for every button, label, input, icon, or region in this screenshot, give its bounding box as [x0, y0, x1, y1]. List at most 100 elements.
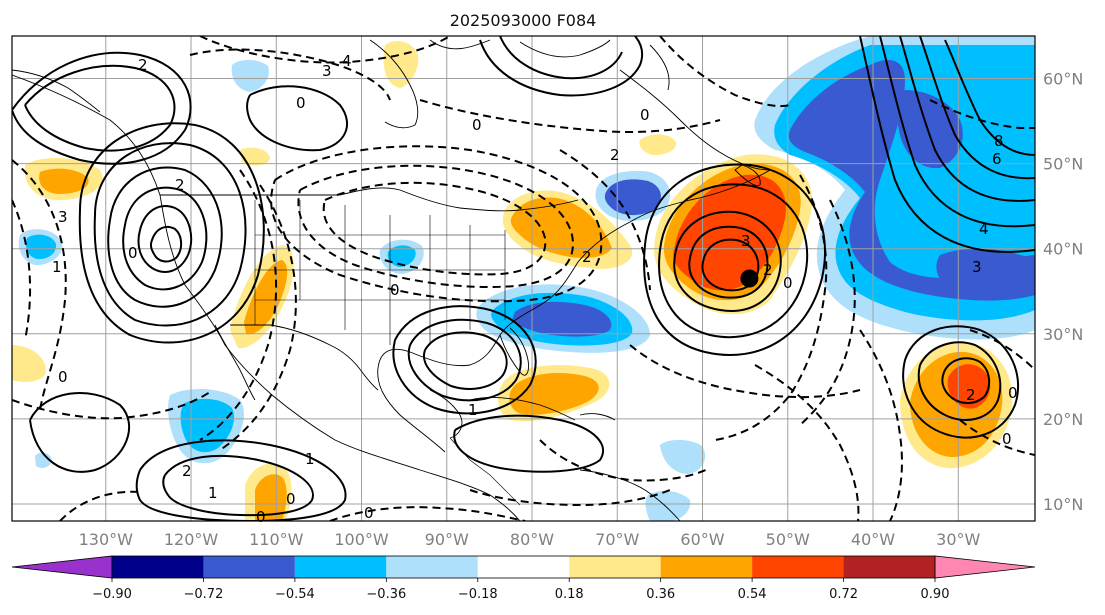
contour-label: 3 — [58, 208, 68, 226]
anomaly-fill-east-pacific-inner — [255, 474, 287, 521]
border-us-canada — [160, 187, 579, 212]
anomaly-fill-pacific-coast-inner — [26, 234, 57, 260]
contour-dashed-atlantic-4 — [754, 364, 860, 521]
contour-canada-4 — [499, 36, 623, 80]
anomaly-fill-great-lakes-inner — [604, 179, 661, 216]
contour-label: 0 — [286, 490, 296, 508]
coastline-newfoundland — [734, 164, 761, 187]
anomaly-fill-labrador-sea — [896, 90, 963, 169]
colorbar-cell — [386, 556, 478, 578]
longitude-tick-label: 60°W — [680, 530, 724, 549]
storm-center-marker — [740, 269, 759, 288]
coastline-baja — [214, 324, 256, 401]
contour-dashed-us-3 — [322, 181, 547, 276]
contour-pacific-ridge-6 — [78, 122, 265, 344]
contour-label: 0 — [58, 368, 68, 386]
contour-pacific-ridge-3 — [137, 205, 193, 273]
anomaly-fill-east-pacific-inner — [180, 398, 235, 453]
contour-dashed-pacific-2 — [59, 490, 141, 521]
contour-canada-3 — [479, 36, 644, 97]
coastline-labrador — [619, 69, 771, 171]
contour-label: 8 — [994, 132, 1004, 150]
contour-jet-3 — [899, 36, 1035, 202]
contour-dashed-caribbean-1 — [539, 439, 711, 482]
colorbar-cell — [569, 556, 661, 578]
contour-label: 4 — [342, 52, 352, 70]
contour-pacific-south-1 — [135, 439, 347, 521]
contour-atlantic-low-4 — [658, 183, 809, 339]
contour-label: 0 — [1002, 430, 1012, 448]
contour-dashed-eastus — [559, 149, 651, 291]
colorbar-cell — [112, 556, 204, 578]
gridlines — [12, 36, 1035, 521]
contour-canada-2 — [24, 64, 176, 152]
latitude-tick-label: 50°N — [1043, 155, 1083, 174]
contour-atlantic-low-1 — [673, 210, 782, 312]
contour-label: 2 — [138, 56, 148, 74]
contour-label: 0 — [390, 281, 400, 299]
contour-label: 0 — [640, 106, 650, 124]
contour-east-atlantic-2 — [941, 357, 991, 404]
contour-label: 0 — [472, 116, 482, 134]
contour-label: 2 — [582, 248, 592, 266]
dashed-contours — [12, 36, 1035, 521]
colorbar-tick-label: 0.36 — [646, 587, 675, 602]
colorbar-cell — [752, 556, 844, 578]
contour-dashed-north-2 — [199, 36, 451, 64]
colorbar-cell — [660, 556, 753, 578]
contour-label: 2 — [966, 386, 976, 404]
contour-jet-4 — [919, 36, 1035, 180]
coastline-alaska — [12, 69, 101, 113]
contour-pacific-ridge-1 — [107, 166, 223, 308]
longitude-tick-label: 80°W — [510, 530, 554, 549]
contour-caribbean — [453, 414, 605, 473]
anomaly-fill-pacific-inner — [39, 168, 89, 194]
latitude-tick-label: 60°N — [1043, 70, 1083, 89]
contour-dashed-north-4 — [659, 36, 791, 108]
latitude-tick-label: 40°N — [1043, 240, 1083, 259]
coastline-florida — [499, 327, 529, 376]
contour-dashed-east-1 — [959, 329, 1035, 456]
contour-dashed-north-3 — [419, 99, 721, 133]
contour-label: 0 — [1008, 384, 1018, 402]
contour-dashed-west-3 — [199, 169, 278, 441]
colorbar-tick-label: −0.72 — [184, 587, 224, 602]
coastline-hudson-bay — [369, 39, 419, 129]
anomaly-fill-labrador-small — [639, 134, 677, 156]
contour-jet-1 — [859, 36, 1035, 253]
colorbar-cell — [477, 556, 570, 578]
contour-label: 4 — [979, 220, 989, 238]
latitude-tick-label: 10°N — [1043, 495, 1083, 514]
longitude-tick-label: 30°W — [936, 530, 980, 549]
colorbar-extend-high — [934, 555, 1036, 579]
coastline-north-america-west — [12, 74, 521, 521]
colorbar-tick-label: −0.54 — [275, 587, 315, 602]
contour-pacific-ridge-4 — [149, 225, 183, 263]
contour-dashed-us-1 — [270, 145, 603, 303]
anomaly-fill-caribbean-small — [660, 439, 706, 474]
contour-label: 0 — [296, 94, 306, 112]
colorbar-tick-label: 0.90 — [921, 587, 950, 602]
contour-dashed-east-2 — [929, 99, 1035, 129]
colorbar-extend-low — [11, 555, 113, 579]
colorbar-tick-labels: −0.90 −0.72 −0.54 −0.36 −0.18 0.18 0.36 0.54 0.7… — [92, 578, 949, 602]
contour-gulf-2 — [407, 318, 522, 402]
contour-label: 3 — [972, 258, 982, 276]
contour-label: 1 — [52, 258, 62, 276]
contour-labels: 2 3 4 0 2 0 3 1 2 0 2 3 2 0 8 6 4 3 2 0 … — [52, 52, 1018, 526]
colorbar-tick-label: 0.72 — [829, 587, 858, 602]
figure-title: 2025093000 F084 — [450, 11, 597, 30]
contour-canada-1 — [12, 51, 192, 165]
contour-label: 2 — [175, 176, 185, 194]
colorbar-outline — [111, 555, 936, 579]
latitude-tick-label: 20°N — [1043, 410, 1083, 429]
contour-label: 1 — [208, 484, 218, 502]
map-frame — [11, 35, 1036, 522]
coastline-north-america-east — [377, 169, 771, 453]
longitude-tick-label: 110°W — [249, 530, 304, 549]
colorbar-tick-label: 0.54 — [738, 587, 767, 602]
map-panel: 2 3 4 0 2 0 3 1 2 0 2 3 2 0 8 6 4 3 2 0 … — [11, 35, 1036, 526]
contour-dashed-west-2 — [219, 184, 297, 451]
contour-dashed-pacific-1 — [12, 391, 211, 420]
